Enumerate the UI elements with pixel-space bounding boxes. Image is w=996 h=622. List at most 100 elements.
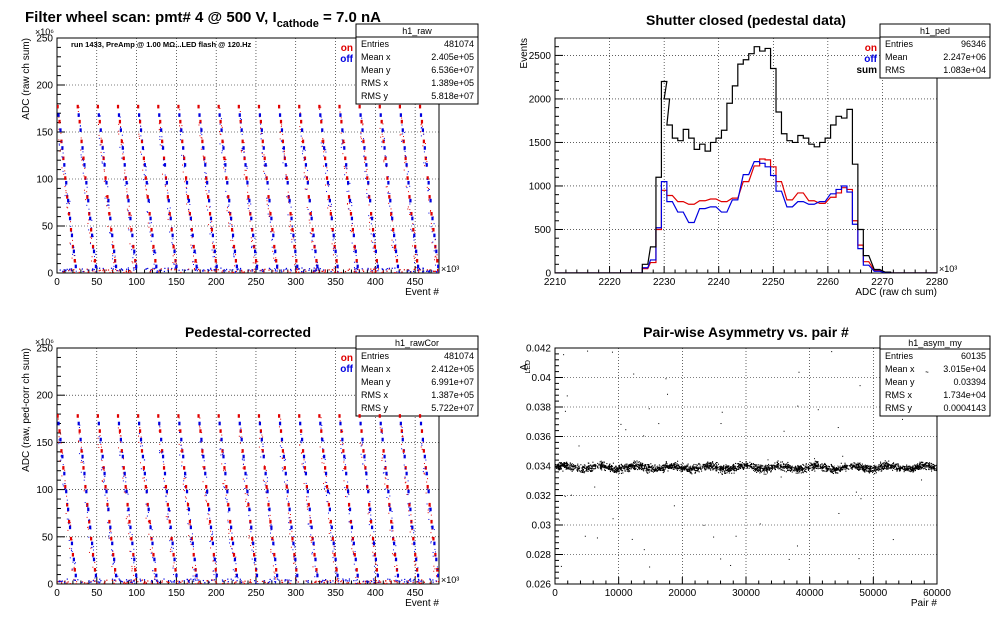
marker-on-point (422, 145, 424, 147)
marker-on-cluster (172, 552, 175, 557)
marker-on-point (339, 440, 341, 442)
marker-off-baseline (268, 267, 271, 269)
marker-off-cluster (198, 421, 201, 426)
marker-on-point (82, 164, 84, 166)
marker-off-point (349, 230, 351, 232)
marker-off-baseline (431, 270, 433, 272)
marker-off-point (361, 443, 363, 445)
marker-off-point (340, 430, 342, 432)
marker-on-cluster (126, 502, 129, 507)
marker-on-point (172, 255, 174, 257)
marker-asymmetry-point (674, 467, 676, 469)
marker-asymmetry-point (822, 470, 824, 472)
marker-off-baseline (373, 579, 375, 582)
marker-on-point (430, 532, 432, 534)
marker-on-cluster (73, 258, 76, 263)
marker-asymmetry-point (575, 467, 577, 469)
marker-on-point (290, 229, 292, 231)
marker-on-point (220, 134, 222, 136)
marker-off-point (429, 511, 431, 513)
marker-off-baseline (184, 269, 187, 271)
marker-off-point (209, 233, 211, 235)
chart-title: Pair-wise Asymmetry vs. pair # (643, 324, 849, 340)
marker-on-point (115, 268, 117, 270)
marker-off-point (58, 443, 60, 445)
marker-on-point (306, 496, 308, 498)
marker-asymmetry-point (571, 463, 573, 465)
marker-on-point (296, 580, 298, 582)
marker-off-baseline (322, 269, 325, 271)
marker-on-baseline (200, 582, 202, 584)
marker-off-point (428, 188, 430, 190)
marker-off-point (88, 229, 90, 231)
marker-on-baseline (73, 271, 75, 273)
marker-on-cluster (230, 536, 234, 541)
marker-off-point (192, 575, 194, 577)
marker-on-cluster (386, 484, 389, 489)
marker-on-point (254, 262, 256, 264)
marker-on-cluster (303, 466, 307, 470)
stats-row-value: 6.991e+07 (431, 377, 474, 387)
marker-asymmetry-point (706, 466, 708, 469)
x-tick-label: 100 (128, 588, 145, 599)
marker-on-baseline (264, 581, 266, 584)
marker-off-point (425, 157, 427, 159)
marker-on-point (171, 539, 173, 541)
marker-off-point (240, 436, 242, 438)
marker-on-baseline (157, 582, 159, 584)
marker-off-point (397, 575, 399, 577)
marker-off-cluster (139, 128, 143, 132)
marker-off-point (187, 507, 189, 509)
marker-off-point (257, 583, 259, 584)
marker-on-point (88, 219, 90, 221)
marker-on-point (391, 239, 393, 241)
marker-on-cluster (91, 244, 95, 249)
marker-asymmetry-point (893, 463, 895, 465)
marker-on-point (309, 536, 311, 538)
marker-on-baseline (118, 270, 120, 272)
marker-on-point (375, 563, 377, 565)
marker-on-cluster (398, 414, 402, 418)
marker-off-point (179, 454, 181, 456)
marker-off-point (295, 566, 297, 568)
marker-off-baseline (139, 580, 142, 582)
marker-off-baseline (387, 578, 389, 580)
marker-on-point (131, 568, 133, 570)
stats-row-label: Entries (361, 351, 390, 361)
marker-on-point (401, 117, 403, 119)
marker-off-baseline (262, 270, 264, 272)
marker-off-point (262, 451, 264, 453)
marker-on-point (216, 269, 218, 271)
marker-on-point (411, 529, 413, 531)
marker-off-point (392, 241, 394, 243)
y-axis-label: Events (519, 38, 530, 69)
marker-off-cluster (423, 454, 426, 459)
marker-asymmetry-point (848, 468, 850, 470)
marker-on-point (261, 434, 263, 436)
marker-off-point (191, 533, 193, 535)
marker-off-cluster (63, 471, 66, 476)
marker-off-point (428, 189, 430, 191)
marker-on-baseline (63, 270, 65, 273)
marker-on-cluster (112, 244, 115, 249)
marker-on-point (434, 256, 436, 258)
marker-off-baseline (348, 578, 351, 580)
marker-on-cluster (298, 414, 301, 418)
marker-off-cluster (323, 146, 326, 150)
marker-off-baseline (220, 267, 222, 269)
marker-on-baseline (418, 271, 420, 273)
marker-on-point (290, 546, 292, 548)
marker-asymmetry-point (776, 466, 778, 468)
marker-off-cluster (296, 264, 299, 269)
marker-off-point (231, 532, 233, 534)
marker-off-point (283, 157, 285, 159)
marker-asymmetry-point (896, 470, 898, 472)
marker-off-point (320, 116, 322, 118)
marker-on-point (119, 435, 121, 437)
marker-off-cluster (213, 249, 216, 254)
marker-off-point (286, 479, 288, 481)
marker-off-baseline (321, 580, 323, 583)
marker-on-cluster (436, 258, 439, 263)
x-tick-label: 350 (327, 277, 344, 288)
marker-on-cluster (347, 502, 351, 507)
